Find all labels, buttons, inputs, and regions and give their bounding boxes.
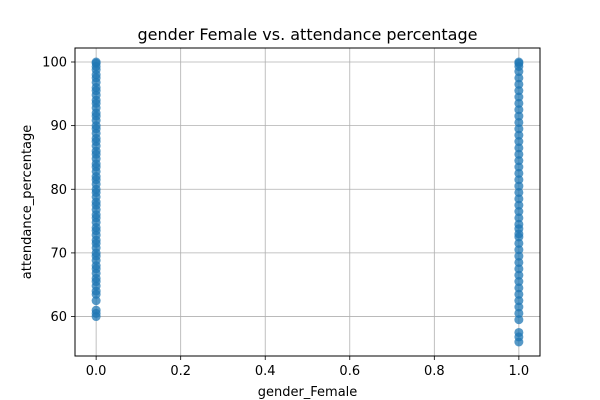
scatter-point: [514, 137, 524, 147]
scatter-point: [514, 213, 524, 223]
x-tick-label: 1.0: [509, 364, 530, 379]
scatter-point: [514, 315, 524, 325]
scatter-point: [514, 277, 524, 287]
x-tick-label: 0.2: [170, 364, 191, 379]
scatter-point: [514, 207, 524, 217]
scatter-point: [514, 257, 524, 267]
scatter-point: [91, 296, 101, 306]
scatter-point: [514, 245, 524, 255]
scatter-point: [514, 251, 524, 261]
x-tick-label: 0.4: [255, 364, 276, 379]
scatter-point: [514, 79, 524, 89]
scatter-point: [514, 194, 524, 204]
scatter-point: [514, 264, 524, 274]
scatter-point: [514, 270, 524, 280]
scatter-point: [514, 289, 524, 299]
scatter-point: [514, 105, 524, 115]
scatter-point: [514, 162, 524, 172]
x-tick-label: 0.6: [339, 364, 360, 379]
scatter-point: [91, 57, 101, 67]
x-axis-label: gender_Female: [258, 385, 358, 400]
scatter-point: [514, 200, 524, 210]
scatter-point: [514, 327, 524, 337]
scatter-point: [514, 143, 524, 153]
scatter-point: [514, 111, 524, 121]
scatter-point: [514, 308, 524, 318]
x-tick-label: 0.0: [86, 364, 107, 379]
scatter-point: [514, 187, 524, 197]
y-tick-label: 60: [50, 310, 67, 325]
scatter-point: [514, 296, 524, 306]
scatter-point: [514, 92, 524, 102]
scatter-point: [514, 219, 524, 229]
scatter-point: [514, 98, 524, 108]
scatter-point: [514, 130, 524, 140]
y-tick-label: 90: [50, 119, 67, 134]
scatter-point: [514, 181, 524, 191]
scatter-point: [514, 302, 524, 312]
scatter-point: [514, 149, 524, 159]
scatter-point: [514, 73, 524, 83]
y-tick-label: 80: [50, 183, 67, 198]
y-tick-label: 70: [50, 246, 67, 261]
scatter-point: [514, 124, 524, 134]
scatter-point: [514, 117, 524, 127]
y-axis-label: attendance_percentage: [20, 125, 35, 280]
scatter-point: [514, 86, 524, 96]
scatter-point: [514, 175, 524, 185]
scatter-point: [514, 57, 524, 67]
chart-title: gender Female vs. attendance percentage: [138, 25, 478, 44]
scatter-points: [91, 57, 524, 347]
scatter-point: [514, 238, 524, 248]
x-tick-label: 0.8: [424, 364, 445, 379]
scatter-point: [91, 305, 101, 315]
scatter-point: [514, 283, 524, 293]
x-axis-ticks: 0.0 0.2 0.4 0.6 0.8 1.0: [86, 356, 529, 379]
y-tick-label: 100: [42, 56, 67, 71]
y-axis-ticks: 60 70 80 90 100: [42, 56, 75, 325]
scatter-point: [514, 168, 524, 178]
scatter-point: [514, 156, 524, 166]
plot-frame: [74, 47, 541, 357]
